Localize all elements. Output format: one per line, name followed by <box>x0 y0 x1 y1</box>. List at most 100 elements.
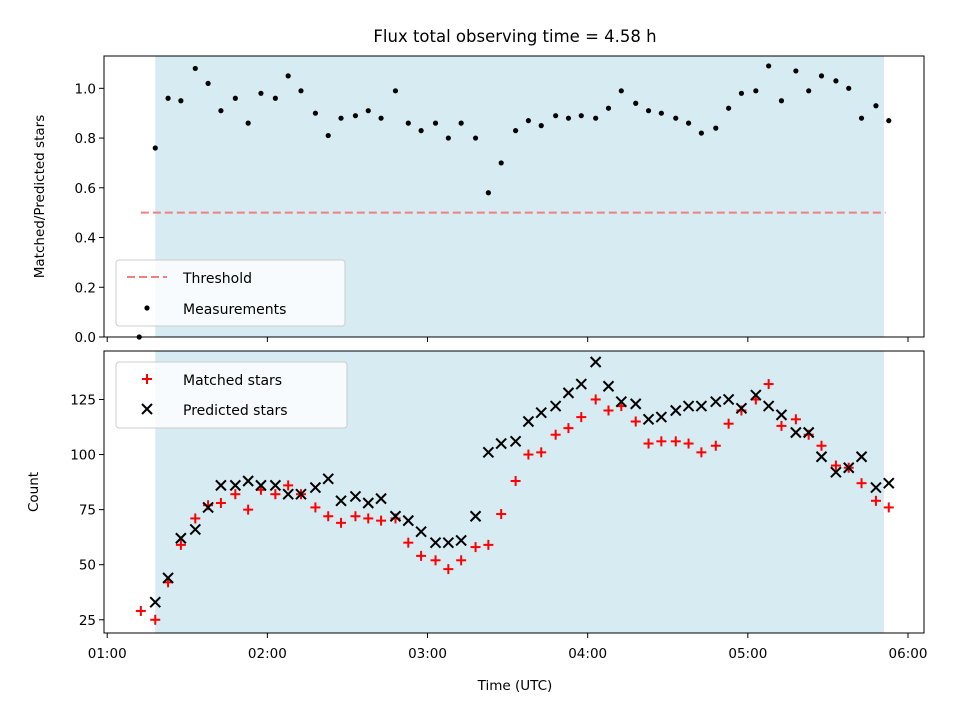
measurement-point <box>858 115 865 121</box>
x-tick-label: 04:00 <box>568 646 607 662</box>
legend-threshold-label: Threshold <box>182 271 252 287</box>
matched-star-point <box>643 438 654 449</box>
measurement-point <box>272 95 278 101</box>
matched-star-point <box>376 515 387 526</box>
predicted-star-point <box>309 481 322 494</box>
matched-star-point <box>550 429 561 440</box>
predicted-star-point <box>602 380 615 392</box>
top-axes-frame <box>103 55 925 338</box>
bottom-legend-box <box>115 361 348 429</box>
predicted-star-point <box>589 356 602 368</box>
predicted-star-point <box>229 479 242 492</box>
predicted-star-point <box>282 488 294 500</box>
measurement-point <box>205 80 211 86</box>
x-axis-label: Time (UTC) <box>477 678 553 694</box>
matched-star-point <box>363 513 374 524</box>
matched-star-point <box>883 502 894 513</box>
predicted-star-point <box>469 510 482 522</box>
x-tick-label: 02:00 <box>248 646 287 662</box>
matched-star-point <box>510 475 521 486</box>
predicted-star-point <box>695 400 708 412</box>
measurement-point <box>152 145 158 151</box>
matched-star-point <box>350 511 361 522</box>
measurement-point <box>673 115 679 121</box>
matched-star-point <box>670 436 681 447</box>
predicted-star-point <box>815 451 828 463</box>
bottom-y-ticks: 25 50 75 100 125 <box>70 392 104 629</box>
predicted-star-point <box>162 572 174 584</box>
measurement-point <box>378 115 384 121</box>
predicted-star-point <box>762 400 775 412</box>
bottom-legend: Matched stars Predicted stars <box>115 361 348 429</box>
matched-star-point <box>323 511 334 522</box>
matched-star-point <box>710 440 721 451</box>
measurement-point <box>418 128 424 134</box>
predicted-star-point <box>402 514 415 527</box>
matched-star-point <box>776 420 787 431</box>
y-tick-label: 0.6 <box>75 181 96 197</box>
matched-star-point <box>523 449 534 460</box>
measurement-point <box>538 123 544 129</box>
predicted-star-point <box>615 395 628 408</box>
predicted-star-point <box>429 536 442 549</box>
predicted-star-point <box>482 446 495 459</box>
measurement-point <box>312 110 319 116</box>
measurement-point <box>778 98 785 104</box>
matched-star-point <box>175 539 186 550</box>
measurement-point <box>458 120 464 126</box>
predicted-star-point <box>189 523 201 536</box>
measurement-point <box>713 125 719 131</box>
matched-star-point <box>443 564 454 575</box>
bottom-y-axis-label: Count <box>26 472 42 512</box>
predicted-star-point <box>389 510 402 522</box>
matched-star-point <box>790 414 801 425</box>
measurement-point <box>806 88 812 94</box>
legend-plus-marker <box>142 374 152 384</box>
matched-star-point <box>150 614 161 625</box>
predicted-star-point <box>775 409 788 421</box>
matched-star-point <box>830 460 841 471</box>
predicted-star-point <box>322 473 334 485</box>
matched-star-point <box>430 555 441 566</box>
matched-star-point <box>696 447 707 458</box>
measurement-point <box>886 118 892 124</box>
y-tick-label: 50 <box>79 558 96 574</box>
predicted-star-point <box>710 395 722 408</box>
matched-star-point <box>603 405 614 416</box>
x-tick-label: 05:00 <box>728 646 767 662</box>
measurement-point <box>432 120 439 126</box>
predicted-star-point <box>630 398 642 410</box>
predicted-star-point <box>149 596 161 608</box>
top-y-axis-label: Matched/Predicted stars <box>32 115 48 278</box>
matched-star-point <box>590 394 601 405</box>
bottom-panel: 25 50 75 100 125 01:00 02:00 03:00 04:00 05:00 06… <box>26 350 927 694</box>
measurement-point <box>258 90 264 96</box>
predicted-star-point <box>349 490 362 503</box>
matched-star-point <box>230 489 241 500</box>
predicted-star-point <box>735 402 748 414</box>
predicted-star-point <box>522 415 535 428</box>
predicted-star-point <box>562 387 575 399</box>
predicted-star-point <box>242 475 254 487</box>
top-legend: Threshold Measurements <box>115 259 346 327</box>
matched-star-point <box>283 480 294 491</box>
predicted-star-point <box>455 534 467 547</box>
matched-star-point <box>870 495 881 506</box>
measurement-point <box>605 105 612 111</box>
matched-star-point <box>856 478 867 489</box>
matched-star-point <box>483 539 494 550</box>
predicted-star-point <box>855 451 868 463</box>
measurement-point <box>833 78 839 84</box>
measurement-point <box>192 65 198 72</box>
bottom-axes-frame <box>103 350 925 634</box>
matched-star-point <box>496 509 507 520</box>
y-tick-label: 100 <box>70 448 96 464</box>
legend-matched-swatch <box>142 374 152 384</box>
predicted-star-point <box>175 532 187 544</box>
measurement-point <box>513 128 519 134</box>
y-tick-label: 1.0 <box>75 81 96 97</box>
predicted-star-point <box>883 477 895 489</box>
predicted-star-point <box>495 437 507 450</box>
y-tick-label: 0.8 <box>75 131 96 147</box>
predicted-star-point <box>575 378 587 390</box>
